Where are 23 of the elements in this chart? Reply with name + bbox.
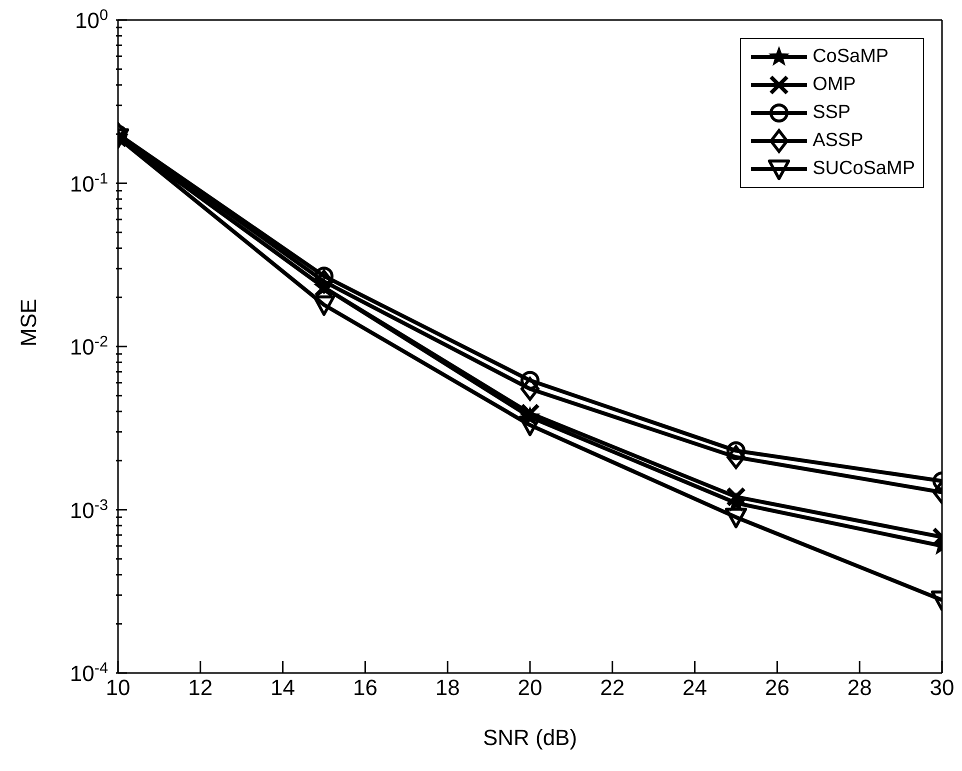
- x-tick-label: 12: [188, 675, 213, 700]
- x-tick-label: 30: [930, 675, 954, 700]
- x-tick-label: 26: [764, 675, 790, 700]
- x-tick-label: 24: [682, 675, 708, 700]
- legend-label: CoSaMP: [812, 46, 889, 68]
- x-tick-label: 22: [600, 675, 625, 700]
- x-axis-title: SNR (dB): [482, 725, 578, 750]
- y-tick-label: 10$^{-2}$: [70, 333, 108, 360]
- x-tick-label: 10: [106, 675, 130, 700]
- y-tick-label: 10$^{-4}$: [70, 660, 108, 686]
- x-tick-label: 20: [518, 675, 542, 700]
- y-axis-title: MSE: [16, 298, 41, 346]
- legend-label: SUCoSaMP: [812, 158, 915, 180]
- x-tick-label: 14: [270, 675, 296, 700]
- x-tick-label: 28: [847, 675, 872, 700]
- legend-label: SSP: [812, 102, 851, 124]
- x-tick-label: 18: [435, 675, 460, 700]
- x-tick-label: 16: [352, 675, 378, 700]
- y-tick-label: 10$^{-3}$: [70, 496, 108, 523]
- y-tick-label: 10$^{0}$: [74, 6, 108, 33]
- y-tick-label: 10$^{-1}$: [70, 170, 108, 196]
- legend-label: OMP: [812, 74, 856, 96]
- legend-label: ASSP: [812, 130, 864, 152]
